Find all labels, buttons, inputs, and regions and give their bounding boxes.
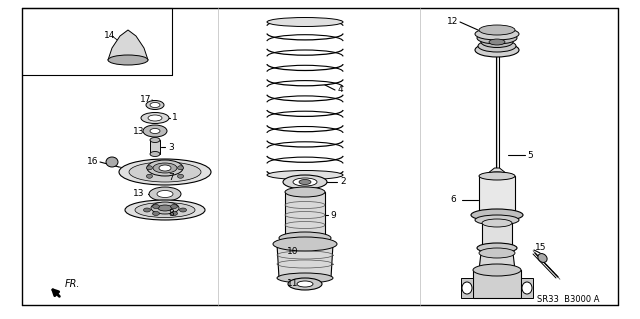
Text: 7: 7 bbox=[168, 174, 173, 182]
Ellipse shape bbox=[129, 162, 201, 182]
Ellipse shape bbox=[489, 39, 505, 45]
Ellipse shape bbox=[147, 160, 183, 176]
Polygon shape bbox=[482, 223, 512, 248]
Ellipse shape bbox=[475, 28, 519, 40]
Polygon shape bbox=[479, 176, 515, 215]
Text: 8: 8 bbox=[168, 209, 173, 218]
Ellipse shape bbox=[149, 187, 181, 201]
Ellipse shape bbox=[119, 159, 211, 185]
Polygon shape bbox=[479, 253, 515, 270]
Text: 9: 9 bbox=[330, 211, 336, 219]
Ellipse shape bbox=[299, 180, 311, 184]
Ellipse shape bbox=[153, 163, 177, 173]
Ellipse shape bbox=[484, 172, 509, 180]
Ellipse shape bbox=[267, 170, 343, 180]
Ellipse shape bbox=[150, 102, 160, 108]
Polygon shape bbox=[108, 30, 148, 60]
Ellipse shape bbox=[273, 237, 337, 251]
Ellipse shape bbox=[170, 204, 177, 209]
Text: 5: 5 bbox=[527, 151, 532, 160]
Ellipse shape bbox=[150, 129, 160, 133]
Ellipse shape bbox=[179, 208, 186, 212]
Ellipse shape bbox=[522, 282, 532, 294]
Ellipse shape bbox=[283, 175, 327, 189]
Ellipse shape bbox=[135, 203, 195, 218]
Text: 3: 3 bbox=[168, 143, 173, 152]
Text: 14: 14 bbox=[104, 32, 115, 41]
Ellipse shape bbox=[538, 254, 547, 263]
Polygon shape bbox=[277, 244, 333, 278]
Ellipse shape bbox=[143, 208, 150, 212]
Ellipse shape bbox=[106, 157, 118, 167]
Ellipse shape bbox=[141, 113, 169, 123]
Ellipse shape bbox=[125, 200, 205, 220]
Ellipse shape bbox=[170, 211, 177, 215]
Ellipse shape bbox=[477, 243, 517, 253]
Ellipse shape bbox=[297, 281, 313, 287]
Ellipse shape bbox=[157, 190, 173, 197]
Ellipse shape bbox=[267, 18, 343, 26]
Polygon shape bbox=[473, 270, 521, 298]
Ellipse shape bbox=[471, 209, 523, 221]
Ellipse shape bbox=[475, 43, 519, 57]
Ellipse shape bbox=[177, 174, 184, 178]
Ellipse shape bbox=[462, 282, 472, 294]
Ellipse shape bbox=[482, 244, 512, 252]
Text: 13: 13 bbox=[133, 127, 145, 136]
Text: 6: 6 bbox=[450, 196, 456, 204]
Ellipse shape bbox=[158, 205, 172, 211]
Text: 13: 13 bbox=[133, 189, 145, 198]
Ellipse shape bbox=[152, 204, 159, 209]
Polygon shape bbox=[285, 192, 325, 238]
Ellipse shape bbox=[147, 174, 152, 178]
Text: SR33  B3000 A: SR33 B3000 A bbox=[537, 295, 599, 305]
Ellipse shape bbox=[473, 264, 521, 276]
Text: 2: 2 bbox=[340, 177, 346, 187]
Ellipse shape bbox=[288, 278, 322, 290]
Text: 11: 11 bbox=[287, 279, 298, 288]
Ellipse shape bbox=[159, 165, 171, 171]
Ellipse shape bbox=[479, 211, 515, 219]
Ellipse shape bbox=[277, 273, 333, 283]
Ellipse shape bbox=[279, 232, 331, 244]
Text: 4: 4 bbox=[338, 85, 344, 94]
Ellipse shape bbox=[481, 36, 513, 48]
Ellipse shape bbox=[150, 152, 160, 157]
Ellipse shape bbox=[482, 219, 512, 227]
Ellipse shape bbox=[108, 55, 148, 65]
Text: 1: 1 bbox=[172, 114, 178, 122]
Bar bbox=[150, 140, 160, 154]
Ellipse shape bbox=[150, 137, 160, 143]
Ellipse shape bbox=[293, 178, 317, 186]
Polygon shape bbox=[484, 168, 509, 176]
Ellipse shape bbox=[475, 215, 519, 225]
Text: 17: 17 bbox=[140, 95, 152, 105]
Ellipse shape bbox=[479, 248, 515, 258]
Polygon shape bbox=[521, 278, 533, 298]
Text: 16: 16 bbox=[87, 158, 99, 167]
Text: FR.: FR. bbox=[65, 279, 81, 289]
Ellipse shape bbox=[151, 202, 179, 214]
Ellipse shape bbox=[177, 166, 184, 170]
Ellipse shape bbox=[146, 100, 164, 109]
Ellipse shape bbox=[479, 25, 515, 35]
Ellipse shape bbox=[479, 265, 515, 275]
Ellipse shape bbox=[478, 40, 516, 52]
Ellipse shape bbox=[148, 115, 162, 121]
Text: 12: 12 bbox=[447, 18, 458, 26]
Ellipse shape bbox=[477, 32, 517, 44]
Text: 10: 10 bbox=[287, 248, 298, 256]
Ellipse shape bbox=[479, 172, 515, 180]
Ellipse shape bbox=[285, 187, 325, 197]
Ellipse shape bbox=[147, 166, 152, 170]
Ellipse shape bbox=[143, 125, 167, 137]
Text: 15: 15 bbox=[535, 242, 547, 251]
Polygon shape bbox=[461, 278, 473, 298]
Ellipse shape bbox=[152, 211, 159, 215]
